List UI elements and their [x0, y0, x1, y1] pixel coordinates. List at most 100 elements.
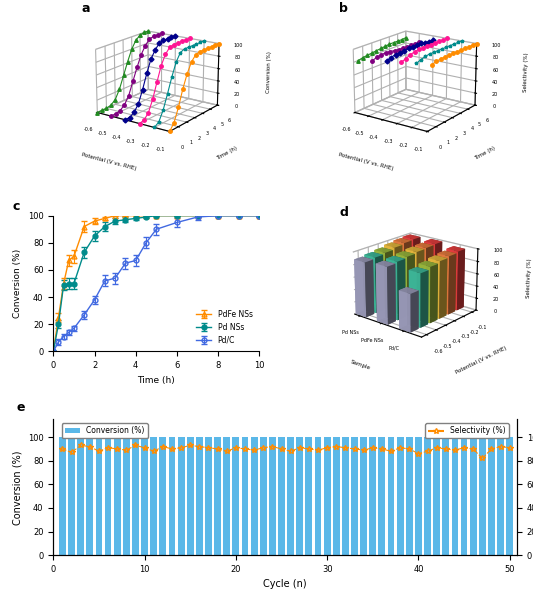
Bar: [77, 437, 84, 555]
Bar: [451, 437, 458, 555]
Selectivity (%): [123, 447, 130, 454]
Bar: [351, 437, 358, 555]
Selectivity (%): [278, 445, 285, 453]
Bar: [223, 437, 230, 555]
Bar: [104, 437, 111, 555]
Selectivity (%): [506, 444, 513, 451]
Bar: [287, 437, 294, 555]
Selectivity (%): [96, 448, 102, 455]
Selectivity (%): [77, 442, 84, 449]
Bar: [159, 437, 166, 555]
Selectivity (%): [187, 442, 193, 449]
Legend: Selectivity (%): Selectivity (%): [425, 423, 508, 438]
Selectivity (%): [497, 443, 504, 450]
Bar: [305, 437, 312, 555]
Bar: [132, 437, 139, 555]
Bar: [86, 437, 93, 555]
Bar: [68, 437, 75, 555]
X-axis label: Sample: Sample: [350, 359, 372, 371]
Bar: [387, 437, 394, 555]
Bar: [406, 437, 413, 555]
Bar: [442, 437, 449, 555]
Selectivity (%): [242, 445, 248, 453]
Bar: [241, 437, 248, 555]
Bar: [150, 437, 157, 555]
Bar: [433, 437, 440, 555]
Legend: Conversion (%): Conversion (%): [62, 423, 148, 438]
X-axis label: Potential (V vs. RHE): Potential (V vs. RHE): [80, 152, 136, 171]
Bar: [333, 437, 340, 555]
Selectivity (%): [379, 445, 385, 453]
Bar: [214, 437, 221, 555]
Selectivity (%): [178, 444, 184, 451]
Selectivity (%): [150, 448, 157, 455]
Bar: [497, 437, 504, 555]
Bar: [296, 437, 303, 555]
Bar: [470, 437, 477, 555]
Bar: [95, 437, 102, 555]
Selectivity (%): [87, 443, 93, 450]
Bar: [397, 437, 403, 555]
Bar: [488, 437, 495, 555]
Text: d: d: [340, 205, 348, 219]
Bar: [187, 437, 193, 555]
Bar: [205, 437, 212, 555]
X-axis label: Potential (V vs. RHE): Potential (V vs. RHE): [338, 152, 394, 171]
Bar: [141, 437, 148, 555]
Selectivity (%): [169, 445, 175, 453]
Bar: [314, 437, 321, 555]
Selectivity (%): [287, 448, 294, 455]
Legend: PdFe NSs, Pd NSs, Pd/C: PdFe NSs, Pd NSs, Pd/C: [193, 307, 256, 347]
Selectivity (%): [342, 444, 349, 451]
Selectivity (%): [68, 449, 75, 456]
Bar: [324, 437, 330, 555]
Y-axis label: Conversion (%): Conversion (%): [13, 249, 22, 318]
Bar: [114, 437, 120, 555]
Bar: [196, 437, 203, 555]
Bar: [369, 437, 376, 555]
Y-axis label: Conversion (%): Conversion (%): [12, 450, 22, 525]
Selectivity (%): [433, 444, 440, 451]
Selectivity (%): [233, 444, 239, 451]
Bar: [251, 437, 257, 555]
Y-axis label: Potential (V vs. RHE): Potential (V vs. RHE): [454, 345, 507, 375]
Selectivity (%): [470, 445, 477, 453]
Selectivity (%): [369, 444, 376, 451]
Selectivity (%): [388, 448, 394, 455]
Text: b: b: [340, 2, 348, 15]
Bar: [424, 437, 431, 555]
Selectivity (%): [406, 445, 413, 453]
Selectivity (%): [214, 445, 221, 453]
Bar: [260, 437, 266, 555]
Bar: [123, 437, 130, 555]
Bar: [378, 437, 385, 555]
X-axis label: Time (h): Time (h): [138, 376, 175, 384]
Selectivity (%): [59, 445, 66, 453]
Bar: [59, 437, 66, 555]
Bar: [506, 437, 513, 555]
Selectivity (%): [360, 447, 367, 454]
Y-axis label: Time (h): Time (h): [474, 146, 496, 161]
Bar: [177, 437, 184, 555]
Selectivity (%): [141, 444, 148, 451]
Selectivity (%): [306, 445, 312, 453]
Bar: [415, 437, 422, 555]
Line: Selectivity (%): Selectivity (%): [60, 442, 513, 461]
Selectivity (%): [223, 448, 230, 455]
Selectivity (%): [205, 444, 212, 451]
Selectivity (%): [488, 445, 495, 453]
Selectivity (%): [269, 443, 276, 450]
Selectivity (%): [196, 443, 203, 450]
Selectivity (%): [160, 443, 166, 450]
Selectivity (%): [251, 447, 257, 454]
Selectivity (%): [260, 444, 266, 451]
Selectivity (%): [315, 447, 321, 454]
Selectivity (%): [415, 450, 422, 457]
Text: c: c: [12, 200, 20, 213]
X-axis label: Cycle (n): Cycle (n): [263, 580, 307, 589]
Bar: [342, 437, 349, 555]
Selectivity (%): [114, 445, 120, 453]
Selectivity (%): [397, 444, 403, 451]
Selectivity (%): [324, 444, 330, 451]
Selectivity (%): [461, 444, 467, 451]
